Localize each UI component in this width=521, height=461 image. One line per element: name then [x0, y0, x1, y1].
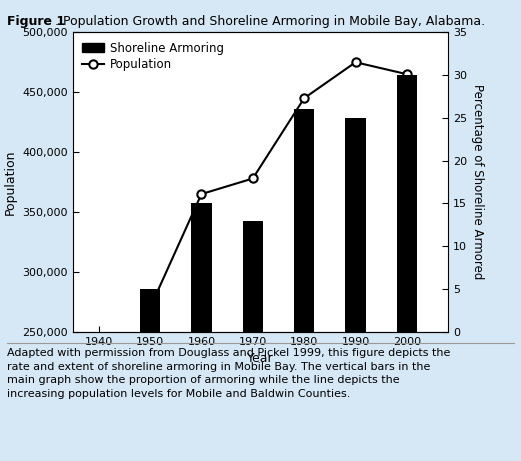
X-axis label: Year: Year	[247, 352, 274, 365]
Y-axis label: Percentage of Shoreline Armored: Percentage of Shoreline Armored	[470, 84, 483, 280]
Text: Figure 1: Figure 1	[7, 15, 65, 28]
Bar	[345, 118, 366, 332]
Bar	[294, 109, 315, 332]
Text: Adapted with permission from Douglass and Pickel 1999, this figure depicts the
r: Adapted with permission from Douglass an…	[7, 348, 450, 399]
Bar	[191, 203, 212, 332]
Y-axis label: Population: Population	[4, 149, 17, 215]
Legend: Shoreline Armoring, Population: Shoreline Armoring, Population	[79, 38, 227, 75]
Bar	[396, 75, 417, 332]
Bar	[140, 289, 160, 332]
Bar	[242, 221, 263, 332]
Text: . Population Growth and Shoreline Armoring in Mobile Bay, Alabama.: . Population Growth and Shoreline Armori…	[55, 15, 485, 28]
